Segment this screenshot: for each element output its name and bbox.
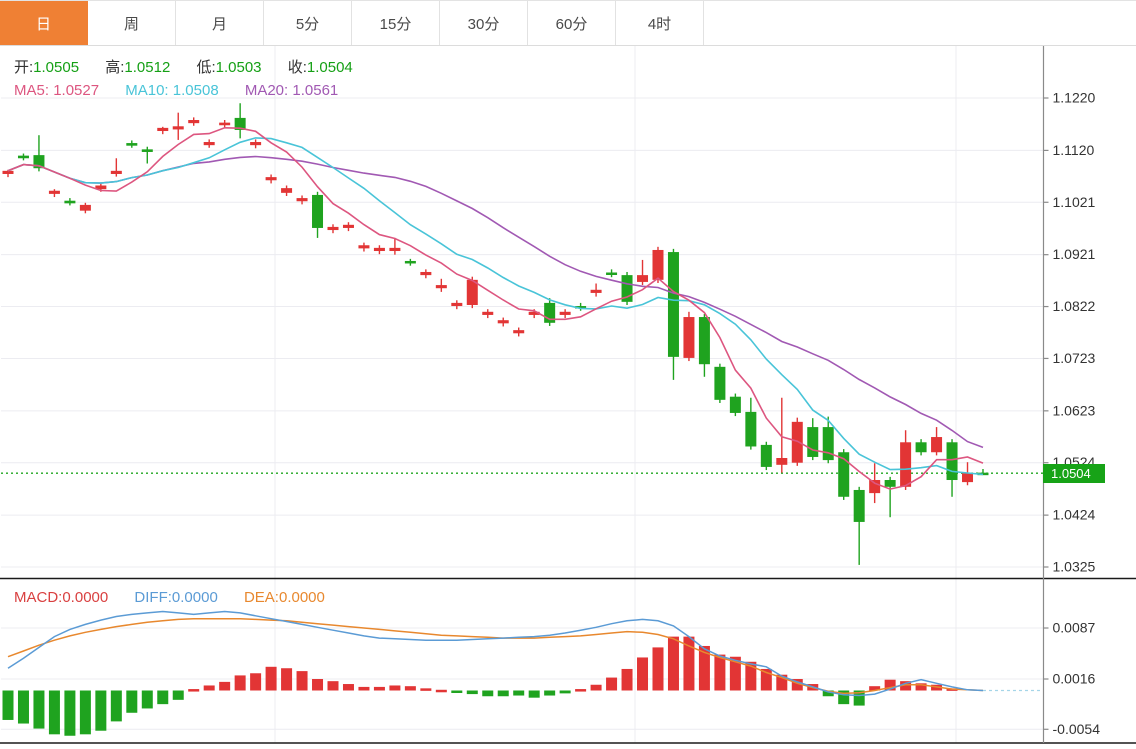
open-label: 开: xyxy=(14,59,34,76)
low-value: 1.0503 xyxy=(215,59,262,76)
timeframe-tabbar: 日周月 5分 15分 30分 60分 4时 xyxy=(0,0,1136,46)
macd-legend: MACD:0.0000 DIFF:0.0000 DEA:0.0000 xyxy=(14,589,347,606)
price-axis-labels: 1.1220 1.1120 1.1021 1.0921 1.0822 1.0723 1.06… xyxy=(1043,90,1096,575)
ma10-line xyxy=(7,137,984,476)
ma-lines xyxy=(7,126,984,490)
ma20-label: MA20: xyxy=(244,82,289,99)
svg-text:1.0921: 1.0921 xyxy=(1053,246,1096,262)
tab-timeframe-4[interactable]: 15分 xyxy=(352,1,440,45)
svg-text:-0.0054: -0.0054 xyxy=(1053,721,1101,737)
diff-value: 0.0000 xyxy=(171,589,218,606)
low-label: 低: xyxy=(196,59,216,76)
svg-text:1.1220: 1.1220 xyxy=(1053,90,1096,106)
panel-frame xyxy=(0,45,1136,744)
candles-layer xyxy=(2,103,989,565)
close-value: 1.0504 xyxy=(306,59,353,76)
svg-text:1.0325: 1.0325 xyxy=(1053,559,1096,575)
ma20-line xyxy=(7,155,984,449)
dea-value: 0.0000 xyxy=(278,589,325,606)
tab-timeframe-5[interactable]: 30分 xyxy=(440,1,528,45)
tab-timeframe-7[interactable]: 4时 xyxy=(616,1,704,45)
high-label: 高: xyxy=(105,59,125,76)
tab-timeframe-1[interactable]: 周 xyxy=(88,1,176,45)
tab-timeframe-0[interactable]: 日 xyxy=(0,1,88,45)
svg-text:1.0822: 1.0822 xyxy=(1053,298,1096,314)
svg-text:1.1021: 1.1021 xyxy=(1053,194,1096,210)
macd-value: 0.0000 xyxy=(62,589,109,606)
current-price-badge: 1.0504 xyxy=(1043,464,1105,483)
ma5-line xyxy=(7,126,984,490)
tab-timeframe-2[interactable]: 月 xyxy=(176,1,264,45)
svg-text:1.1120: 1.1120 xyxy=(1053,142,1095,158)
ma-legend: MA5: 1.0527 MA10: 1.0508 MA20: 1.0561 xyxy=(14,82,360,99)
tab-timeframe-6[interactable]: 60分 xyxy=(528,1,616,45)
ma5-label: MA5: xyxy=(14,82,50,99)
dea-line xyxy=(7,617,984,695)
grid-lines xyxy=(1,45,1044,743)
ma20-value: 1.0561 xyxy=(292,82,339,99)
ma10-label: MA10: xyxy=(125,82,169,99)
ma5-value: 1.0527 xyxy=(53,82,100,99)
svg-text:1.0623: 1.0623 xyxy=(1053,402,1096,418)
ohlc-legend: 开:1.0505 高:1.0512 低:1.0503 收:1.0504 xyxy=(14,56,375,77)
macd-lines xyxy=(7,610,1042,697)
macd-axis-labels: 0.0087 0.0016 -0.0054 xyxy=(1043,620,1101,737)
open-value: 1.0505 xyxy=(33,59,80,76)
svg-text:0.0016: 0.0016 xyxy=(1053,671,1096,687)
tab-timeframe-3[interactable]: 5分 xyxy=(264,1,352,45)
ma10-value: 1.0508 xyxy=(172,82,219,99)
diff-label: DIFF: xyxy=(134,589,172,606)
high-value: 1.0512 xyxy=(124,59,171,76)
diff-line xyxy=(7,610,984,697)
dea-label: DEA: xyxy=(243,589,279,606)
svg-text:1.0723: 1.0723 xyxy=(1053,350,1096,366)
macd-label: MACD: xyxy=(14,589,63,606)
svg-text:0.0087: 0.0087 xyxy=(1053,620,1096,636)
svg-text:1.0424: 1.0424 xyxy=(1053,507,1096,523)
close-label: 收: xyxy=(287,59,307,76)
macd-histogram xyxy=(2,636,958,736)
